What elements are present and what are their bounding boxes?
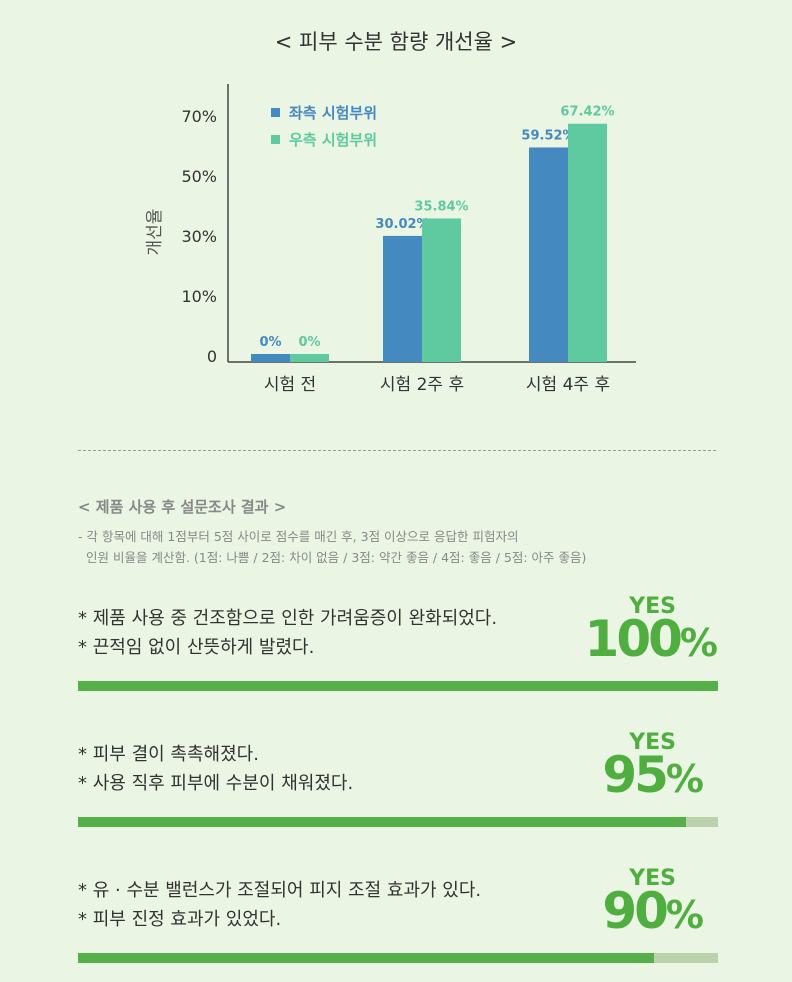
percent-number: 90 [602, 882, 669, 940]
result-statement: * 제품 사용 중 건조함으로 인한 가려움증이 완화되었다. [78, 608, 498, 629]
y-tick-label: 50% [181, 167, 217, 186]
survey-note: - 각 항목에 대해 1점부터 5점 사이로 점수를 매긴 후, 3점 이상으로… [78, 526, 586, 568]
result-percent: 90% [602, 882, 704, 940]
result-bar-track [78, 817, 718, 827]
section-divider [78, 450, 716, 451]
result-statement: * 끈적임 없이 산뜻하게 발렸다. [78, 637, 315, 658]
data-label: 67.42% [560, 105, 614, 120]
percent-sign: % [665, 757, 704, 801]
percent-sign: % [665, 893, 704, 937]
survey-result-3: * 유 · 수분 밸런스가 조절되어 피지 조절 효과가 있다. * 피부 진정… [78, 866, 718, 966]
percent-number: 100 [584, 610, 683, 668]
y-axis-label: 개선율 [145, 209, 165, 256]
bar [568, 123, 607, 363]
result-percent: 95% [602, 746, 704, 804]
legend-entry: 좌측 시험부위 [289, 104, 377, 122]
yes-label: YES [629, 866, 676, 891]
y-tick-label: 0 [207, 347, 217, 366]
legend-swatch [271, 135, 280, 144]
legend-swatch [271, 108, 280, 117]
survey-note-line-1: - 각 항목에 대해 1점부터 5점 사이로 점수를 매긴 후, 3점 이상으로… [78, 529, 519, 544]
percent-number: 95 [602, 746, 669, 804]
data-label: 0% [259, 335, 281, 350]
result-bar-fill [78, 817, 686, 827]
y-tick-label: 30% [181, 227, 217, 246]
result-statement: * 유 · 수분 밸런스가 조절되어 피지 조절 효과가 있다. [78, 880, 482, 901]
data-label: 0% [298, 335, 320, 350]
survey-result-2: * 피부 결이 촉촉해졌다. * 사용 직후 피부에 수분이 채워졌다. YES… [78, 730, 718, 830]
bar [290, 354, 329, 362]
y-tick-label: 70% [181, 107, 217, 126]
bar [251, 354, 290, 362]
bar [383, 235, 422, 362]
yes-label: YES [629, 730, 676, 755]
result-statement: * 피부 결이 촉촉해졌다. [78, 744, 259, 765]
data-label: 30.02% [375, 217, 429, 232]
result-bar-fill [78, 681, 718, 691]
bar-chart: 0 10% 30% 50% 70% 개선율 0% 30.02% 59.52% 0% 35.84% 67… [145, 84, 636, 395]
x-tick-label: 시험 4주 후 [526, 375, 610, 395]
result-bar-fill [78, 953, 654, 963]
data-label: 35.84% [414, 199, 468, 214]
survey-result-1: * 제품 사용 중 건조함으로 인한 가려움증이 완화되었다. * 끈적임 없이… [78, 594, 718, 694]
result-statement: * 피부 진정 효과가 있었다. [78, 909, 282, 930]
chart-title: < 피부 수분 함량 개선율 > [274, 30, 518, 54]
percent-sign: % [679, 621, 718, 665]
bar [422, 218, 461, 362]
survey-note-line-2: 인원 비율을 계산함. (1점: 나쁨 / 2점: 차이 없음 / 3점: 약간… [86, 550, 587, 565]
data-label: 59.52% [521, 128, 575, 143]
result-percent: 100% [585, 610, 718, 668]
legend-entry: 우측 시험부위 [289, 131, 377, 149]
survey-title: < 제품 사용 후 설문조사 결과 > [78, 498, 287, 516]
y-tick-label: 10% [181, 287, 217, 306]
yes-label: YES [629, 594, 676, 619]
x-tick-label: 시험 전 [264, 375, 316, 395]
result-statement: * 사용 직후 피부에 수분이 채워졌다. [78, 773, 354, 794]
result-bar-track [78, 681, 718, 691]
x-tick-label: 시험 2주 후 [380, 375, 464, 395]
bar [529, 147, 568, 362]
result-bar-track [78, 953, 718, 963]
